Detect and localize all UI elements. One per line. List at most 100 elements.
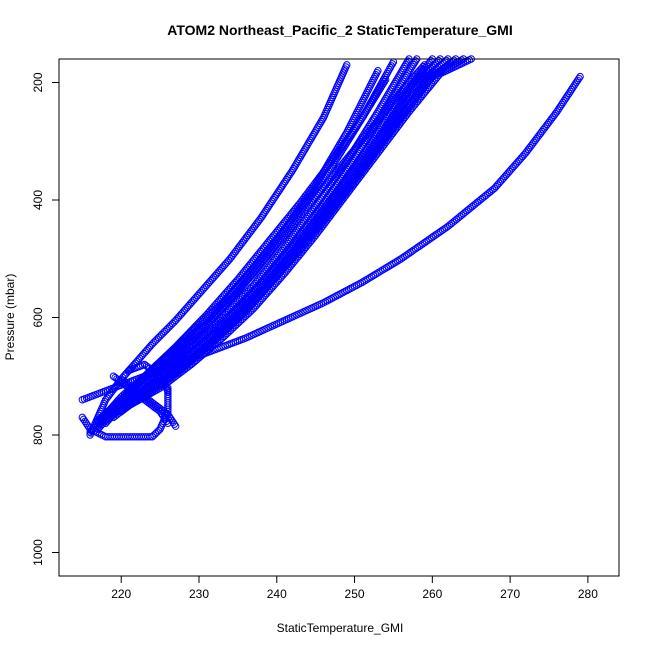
- data-point: [343, 61, 351, 69]
- x-tick-label: 230: [189, 587, 209, 601]
- data-point: [150, 387, 158, 396]
- data-point: [288, 166, 297, 175]
- data-point: [403, 70, 412, 78]
- data-point: [406, 66, 414, 74]
- data-point: [280, 179, 288, 187]
- data-points: [78, 55, 584, 441]
- data-point: [404, 57, 412, 65]
- data-point: [269, 195, 277, 204]
- data-point: [316, 119, 324, 128]
- data-point: [296, 153, 304, 162]
- data-point: [448, 61, 456, 70]
- data-point: [308, 132, 317, 141]
- data-point: [264, 203, 273, 211]
- y-tick-label: 600: [31, 307, 45, 327]
- data-point: [451, 59, 460, 68]
- data-point: [290, 163, 299, 171]
- data-point: [311, 127, 320, 135]
- data-point: [403, 59, 411, 67]
- data-point: [283, 174, 292, 182]
- data-point: [390, 92, 398, 100]
- data-point: [310, 129, 319, 137]
- data-point: [129, 399, 137, 408]
- data-point: [291, 161, 300, 169]
- data-point: [262, 206, 270, 215]
- data-point: [405, 68, 413, 76]
- data-point: [287, 168, 295, 177]
- data-point: [154, 385, 162, 393]
- data-point: [300, 146, 309, 154]
- data-point: [274, 188, 282, 197]
- data-point: [261, 208, 269, 216]
- data-point: [318, 115, 327, 124]
- data-point: [450, 60, 458, 69]
- data-point: [374, 67, 382, 75]
- data-point: [330, 158, 339, 166]
- data-point: [267, 199, 275, 207]
- data-point: [339, 145, 347, 153]
- data-point: [131, 398, 139, 407]
- data-point: [307, 134, 315, 143]
- x-tick-label: 270: [500, 587, 520, 601]
- data-point: [265, 201, 274, 209]
- data-point: [294, 157, 302, 165]
- data-point: [387, 95, 396, 104]
- data-point: [258, 212, 267, 220]
- data-point: [279, 181, 287, 189]
- data-point: [385, 99, 393, 108]
- data-point: [401, 60, 410, 69]
- data-point: [295, 155, 303, 163]
- data-point: [263, 204, 271, 213]
- data-point: [402, 71, 411, 80]
- data-point: [259, 210, 268, 218]
- data-point: [127, 400, 135, 409]
- data-point: [314, 123, 322, 131]
- data-point: [282, 175, 291, 184]
- data-point: [305, 138, 313, 146]
- x-tick-label: 280: [578, 587, 598, 601]
- y-tick-label: 1000: [31, 539, 45, 566]
- data-point: [281, 177, 289, 186]
- data-point: [329, 160, 338, 168]
- x-tick-label: 240: [267, 587, 287, 601]
- data-point: [335, 151, 343, 159]
- data-point: [334, 152, 342, 161]
- data-point: [315, 121, 323, 130]
- data-point: [408, 62, 416, 71]
- data-point: [340, 143, 348, 152]
- data-point: [299, 148, 308, 156]
- data-point: [286, 170, 294, 178]
- data-point: [337, 147, 346, 155]
- data-point: [125, 401, 133, 410]
- data-point: [388, 94, 397, 102]
- data-point: [317, 117, 325, 126]
- data-point: [257, 213, 265, 222]
- data-point: [297, 151, 305, 160]
- data-point: [306, 136, 314, 145]
- data-point: [304, 140, 312, 148]
- data-point: [384, 101, 392, 109]
- data-point: [289, 165, 298, 173]
- x-tick-label: 250: [345, 587, 365, 601]
- y-axis-label: Pressure (mbar): [3, 274, 17, 361]
- data-point: [277, 183, 286, 191]
- data-point: [341, 141, 349, 150]
- data-point: [276, 185, 285, 193]
- data-point: [268, 197, 276, 206]
- data-point: [271, 192, 280, 200]
- data-point: [293, 159, 301, 167]
- y-tick-label: 400: [31, 190, 45, 210]
- data-point: [309, 131, 318, 139]
- x-axis-label: StaticTemperature_GMI: [277, 621, 404, 635]
- data-point: [391, 90, 399, 98]
- x-tick-label: 220: [111, 587, 131, 601]
- data-point: [273, 190, 281, 198]
- data-point: [275, 186, 283, 195]
- data-point: [409, 60, 418, 69]
- x-tick-label: 260: [422, 587, 442, 601]
- data-point: [152, 386, 160, 394]
- data-point: [298, 149, 307, 158]
- y-tick-label: 200: [31, 72, 45, 92]
